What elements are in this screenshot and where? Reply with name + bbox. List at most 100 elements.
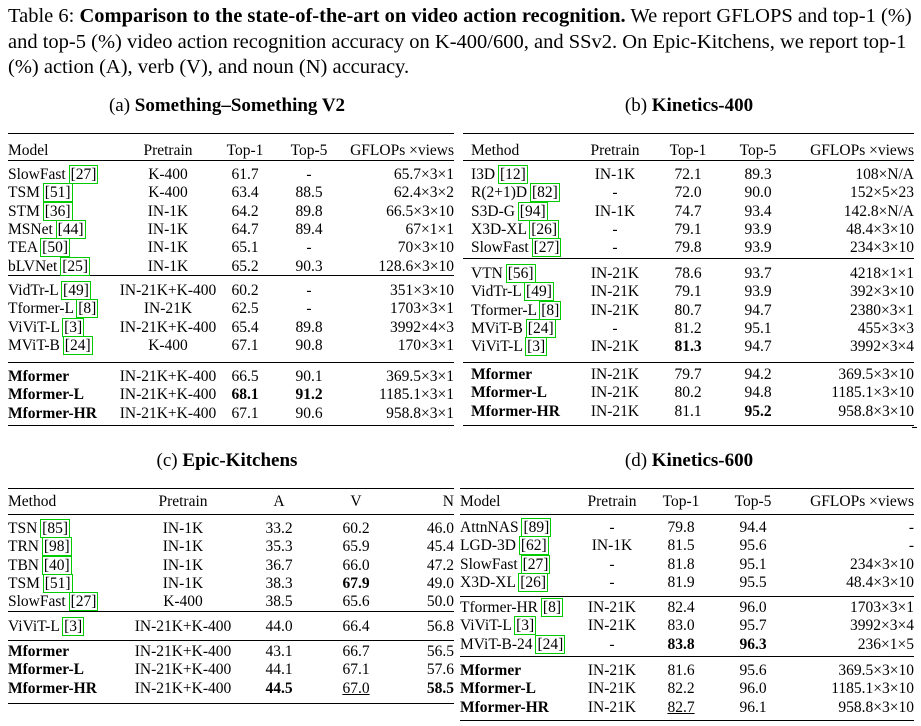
table-cell: - xyxy=(612,319,618,337)
citation-link[interactable]: [8] xyxy=(539,300,562,320)
citation-link[interactable]: [40] xyxy=(41,555,72,575)
citation-link[interactable]: [24] xyxy=(62,335,93,355)
table-cell: - xyxy=(609,573,615,591)
citation-link[interactable]: [85] xyxy=(40,519,70,538)
citation-link[interactable]: [27] xyxy=(68,165,99,184)
table-cell: - xyxy=(306,282,312,299)
table-cell: 43.1 xyxy=(265,643,293,660)
citation-link[interactable]: [82] xyxy=(529,183,560,203)
row-method-name: ViViT-L [3] xyxy=(460,616,537,636)
citation-link[interactable]: [49] xyxy=(61,281,91,300)
citation-link[interactable]: [56] xyxy=(505,264,536,283)
citation-link[interactable]: [27] xyxy=(520,554,551,574)
row-method-name: TEA [50] xyxy=(8,238,70,258)
table-cell: 65.9 xyxy=(342,538,370,556)
citation-link[interactable]: [24] xyxy=(525,318,556,338)
table-cell: 60.2 xyxy=(231,282,259,299)
table-cell: 46.0 xyxy=(426,520,454,537)
column-header: Pretrain xyxy=(143,142,193,159)
table-cell: 369.5×3×10 xyxy=(838,662,914,679)
table-subtitle-epic-kitchens: (c) Epic-Kitchens xyxy=(27,450,427,472)
citation-link[interactable]: [51] xyxy=(42,573,73,593)
citation-link[interactable]: [8] xyxy=(540,598,563,617)
row-method-name: Mformer xyxy=(8,643,70,660)
table-cell: - xyxy=(306,166,312,183)
table-cell: IN-1K xyxy=(147,220,189,238)
table-cell: 82.2 xyxy=(667,680,695,698)
citation-link[interactable]: [62] xyxy=(518,536,549,556)
table-rule xyxy=(460,488,914,489)
table-cell: 3992×3×4 xyxy=(850,338,914,356)
citation-link[interactable]: [51] xyxy=(42,183,73,203)
table-cell: 58.5 xyxy=(426,679,454,697)
column-header: Top-5 xyxy=(290,142,328,159)
row-method-name: Mformer xyxy=(460,662,522,679)
citation-link[interactable]: [25] xyxy=(60,256,91,276)
table-cell: 3992×3×4 xyxy=(850,617,914,635)
table-cell: 48.4×3×10 xyxy=(846,220,914,238)
table-rule xyxy=(8,133,454,134)
table-cell: K-400 xyxy=(148,166,188,183)
table-rule xyxy=(8,160,454,161)
row-method-name: Mformer-HR xyxy=(8,679,97,697)
table-cell: IN-21K+K-400 xyxy=(119,282,217,299)
citation-link[interactable]: [44] xyxy=(55,219,86,239)
row-method-name: R(2+1)D [82] xyxy=(471,183,560,203)
table-cell: 90.3 xyxy=(295,257,323,275)
table-cell: 369.5×3×10 xyxy=(838,366,914,383)
table-cell: - xyxy=(306,239,312,257)
row-method-name: SlowFast [27] xyxy=(8,165,99,184)
column-header: GFLOPs ×views xyxy=(810,142,914,159)
table-cell: 79.8 xyxy=(674,239,702,257)
table-cell: 89.8 xyxy=(295,202,323,220)
table-cell: 72.0 xyxy=(674,184,702,202)
table-rule xyxy=(8,275,454,276)
citation-link[interactable]: [36] xyxy=(42,201,73,221)
table-cell: 64.2 xyxy=(231,202,259,220)
table-cell: 50.0 xyxy=(426,593,454,611)
citation-link[interactable]: [3] xyxy=(525,337,548,357)
column-header: GFLOPs ×views xyxy=(350,142,454,159)
column-header: Model xyxy=(460,493,501,510)
table-rule xyxy=(8,362,454,363)
table-cell: K-400 xyxy=(163,593,203,611)
citation-link[interactable]: [98] xyxy=(41,537,72,557)
citation-link[interactable]: [27] xyxy=(531,238,562,258)
citation-link[interactable]: [26] xyxy=(529,219,560,239)
citation-link[interactable]: [49] xyxy=(524,282,554,302)
table-cell: 152×5×23 xyxy=(850,184,914,202)
table-cell: IN-21K+K-400 xyxy=(119,318,217,336)
row-method-name: Tformer-L [8] xyxy=(8,299,99,319)
table-cell: 80.2 xyxy=(674,384,702,402)
citation-link[interactable]: [27] xyxy=(68,592,99,612)
table-cell: 57.6 xyxy=(426,661,454,679)
row-method-name: SlowFast [27] xyxy=(471,238,562,258)
citation-link[interactable]: [94] xyxy=(517,201,548,221)
table-cell: IN-1K xyxy=(594,202,636,220)
table-cell: 95.2 xyxy=(744,402,772,420)
row-method-name: STM [36] xyxy=(8,201,73,221)
table-cell: IN-21K xyxy=(590,384,640,402)
citation-link[interactable]: [50] xyxy=(40,238,70,258)
citation-link[interactable]: [24] xyxy=(535,634,566,654)
citation-link[interactable]: [89] xyxy=(521,518,552,537)
citation-link[interactable]: [8] xyxy=(76,299,99,319)
table-cell: IN-21K+K-400 xyxy=(119,368,217,385)
table-cell: 96.0 xyxy=(739,599,767,616)
table-cell: 74.7 xyxy=(674,202,702,220)
citation-link[interactable]: [26] xyxy=(518,572,549,592)
row-method-name: ViViT-L [3] xyxy=(471,337,548,357)
row-method-name: AttnNAS [89] xyxy=(460,518,552,537)
column-header: Method xyxy=(471,142,520,159)
citation-link[interactable]: [3] xyxy=(62,617,85,636)
table-cell: 79.8 xyxy=(667,519,695,536)
table-cell: 45.4 xyxy=(426,538,454,556)
table-cell: 96.3 xyxy=(739,635,767,653)
table-cell: K-400 xyxy=(148,184,188,202)
citation-link[interactable]: [3] xyxy=(514,616,537,636)
table-subtitle-kinetics400: (b) Kinetics-400 xyxy=(489,95,889,117)
citation-link[interactable]: [3] xyxy=(62,317,85,337)
citation-link[interactable]: [12] xyxy=(497,165,528,184)
subtitle-title: Kinetics-400 xyxy=(651,95,754,116)
table-cell: 78.6 xyxy=(674,265,702,282)
